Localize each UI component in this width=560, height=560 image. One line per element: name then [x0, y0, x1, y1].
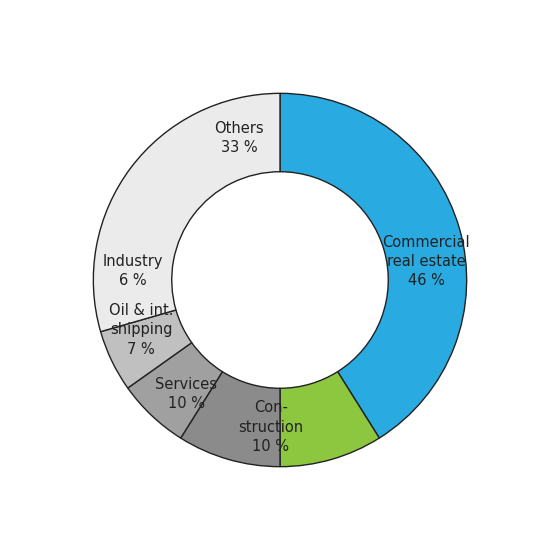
Text: Oil & int.
shipping
7 %: Oil & int. shipping 7 %	[109, 304, 174, 357]
Text: Commercial
real estate
46 %: Commercial real estate 46 %	[382, 235, 470, 288]
Wedge shape	[101, 310, 192, 388]
Text: Con-
struction
10 %: Con- struction 10 %	[238, 400, 304, 454]
Wedge shape	[128, 343, 222, 438]
Text: Industry
6 %: Industry 6 %	[102, 254, 163, 288]
Wedge shape	[94, 94, 280, 332]
Text: Services
10 %: Services 10 %	[155, 376, 217, 410]
Wedge shape	[280, 94, 466, 438]
Text: Others
33 %: Others 33 %	[214, 122, 264, 156]
Wedge shape	[181, 372, 280, 466]
Wedge shape	[280, 372, 379, 466]
